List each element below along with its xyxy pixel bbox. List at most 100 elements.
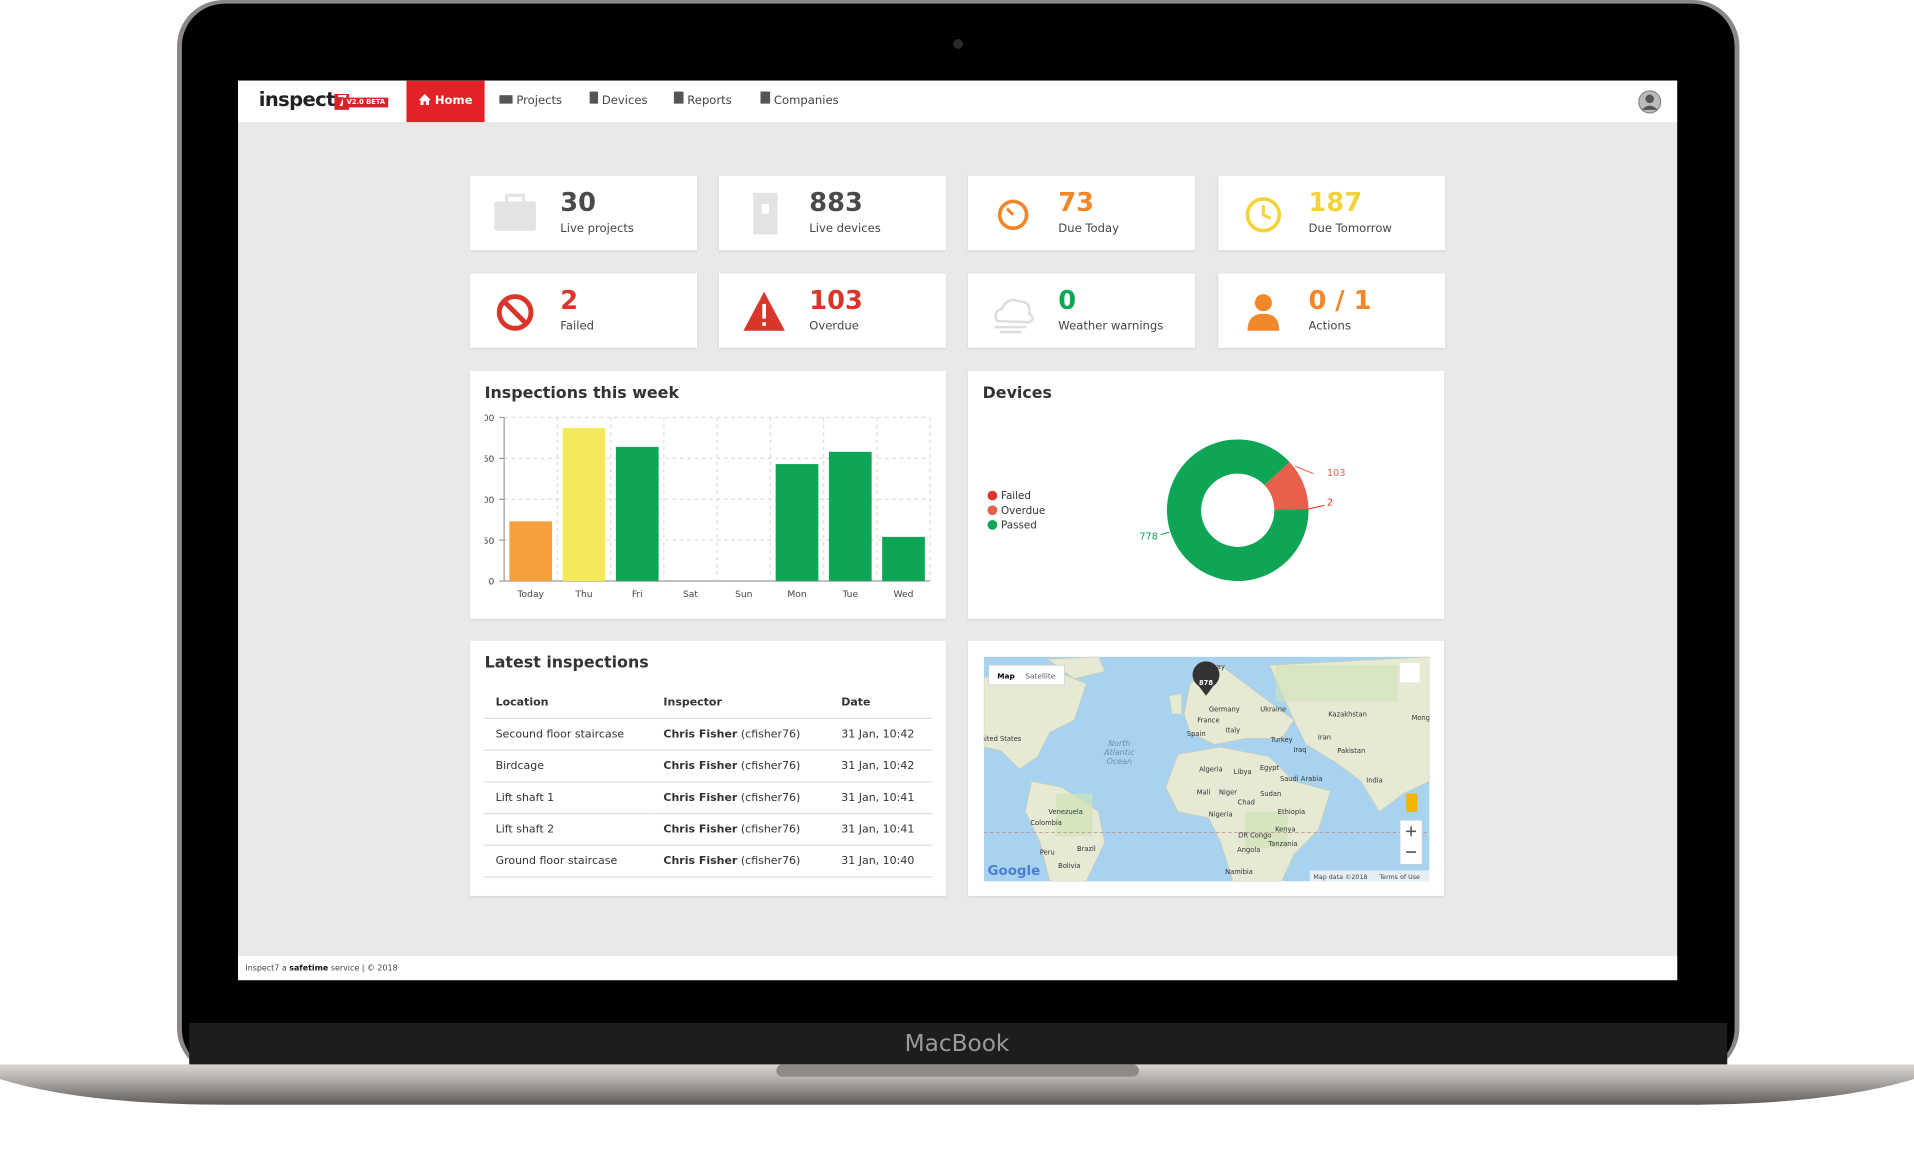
nav-devices[interactable]: Devices (589, 81, 648, 123)
stat-value: 103 (809, 285, 863, 315)
stat-card[interactable]: 2 Failed (469, 273, 697, 348)
navbar: inspect7 V2.0 BETA Home Projects Devices… (238, 80, 1678, 123)
inspector-cell: Chris Fisher (cfisher76) (652, 781, 831, 815)
bar[interactable] (562, 428, 606, 582)
ocean-label: Atlantic (1103, 748, 1135, 757)
chin (189, 1022, 1728, 1067)
pie-slice[interactable] (1166, 439, 1309, 582)
map-label: Spain (1187, 730, 1206, 738)
table-row[interactable]: Secound floor staircase Chris Fisher (cfi… (484, 718, 932, 751)
inspector-name: Chris Fisher (663, 823, 738, 836)
bar[interactable] (775, 464, 819, 582)
footer-brand: Inspect7 a (245, 963, 287, 973)
leader-line (1294, 465, 1314, 475)
map-label: Mali (1197, 789, 1211, 797)
date-cell: 31 Jan, 10:41 (830, 813, 932, 846)
avatar[interactable] (1638, 90, 1662, 114)
nav-companies[interactable]: Companies (760, 81, 839, 123)
legend-swatch (987, 520, 998, 530)
bar[interactable] (509, 521, 553, 582)
map-label: United States (976, 735, 1022, 743)
inspector-cell: Chris Fisher (cfisher76) (652, 750, 831, 783)
greenery (1055, 793, 1093, 837)
fullscreen-button[interactable] (1400, 662, 1420, 683)
clock-icon (1245, 197, 1282, 233)
map: NorwayGermanyUkraineKazakhstanFranceItal… (976, 656, 1430, 882)
stat-card[interactable]: 103 Overdue (718, 273, 947, 348)
inspector-name: Chris Fisher (663, 759, 738, 773)
device-icon (589, 91, 599, 104)
camera (953, 39, 964, 49)
logo-text: inspect (258, 87, 336, 112)
table-header: Location Inspector Date (484, 687, 932, 719)
location-cell: Ground floor staircase (484, 845, 653, 878)
map-label: Nigeria (1209, 811, 1233, 819)
date-cell: 31 Jan, 10:42 (830, 750, 932, 783)
version-badge: V2.0 BETA (343, 97, 389, 108)
table-panel: Latest inspections Location Inspector Date… (469, 640, 947, 896)
greenery (1245, 811, 1288, 849)
stat-label: Failed (560, 319, 594, 334)
map-attribution: Map data ©2018 (1313, 873, 1367, 881)
map-label: Mong (1412, 714, 1430, 722)
nav-home[interactable]: Home (406, 80, 485, 123)
pie-slice[interactable] (1274, 508, 1309, 511)
map-label: Algeria (1199, 765, 1223, 773)
map-label: Ukraine (1260, 706, 1286, 714)
date-cell: 31 Jan, 10:42 (830, 718, 932, 751)
x-tick-label: Thu (574, 590, 592, 600)
nav-reports[interactable]: Reports (673, 81, 732, 123)
cloud-icon (994, 298, 1034, 334)
stat-card[interactable]: 0 Weather warnings (967, 273, 1196, 348)
stat-label: Due Today (1058, 222, 1119, 236)
briefcase-icon (499, 95, 513, 104)
map-type-button[interactable]: Satellite (1025, 672, 1055, 681)
y-tick-labels: 0 50 100 150 200 (485, 414, 495, 588)
inspector-name: Chris Fisher (663, 855, 738, 868)
map-label: Namibia (1225, 868, 1253, 876)
legend-label: Failed (1001, 490, 1031, 502)
map-label: Pakistan (1337, 747, 1365, 755)
map-type-button[interactable]: Map (997, 672, 1014, 681)
bar[interactable] (882, 536, 925, 582)
briefcase-icon (494, 193, 536, 231)
stat-card[interactable]: 30 Live projects (469, 175, 697, 251)
pie-slice[interactable] (1264, 461, 1309, 510)
x-tick-label: Wed (894, 590, 914, 600)
map-label: Niger (1219, 789, 1237, 797)
stat-card[interactable]: 883 Live devices (718, 175, 947, 251)
stat-card[interactable]: 73 Due Today (967, 175, 1196, 251)
map-label: Angola (1237, 846, 1260, 854)
x-tick-label: Sun (735, 590, 753, 600)
date-cell: 31 Jan, 10:40 (830, 845, 932, 878)
table-row[interactable]: Lift shaft 1 Chris Fisher (cfisher76) 31 J… (484, 781, 932, 815)
laptop-label: MacBook (905, 1030, 1010, 1057)
zoom-control[interactable] (1399, 819, 1423, 865)
device-icon (753, 192, 778, 235)
table-row[interactable]: Lift shaft 2 Chris Fisher (cfisher76) 31 J… (484, 813, 932, 846)
cluster-marker[interactable] (1192, 661, 1220, 696)
map-type-control[interactable] (988, 664, 1065, 686)
stat-card[interactable]: 187 Due Tomorrow (1218, 175, 1446, 251)
land (1046, 656, 1106, 680)
bar[interactable] (828, 451, 872, 582)
pegman[interactable] (1406, 793, 1418, 812)
data-label: 778 (1139, 532, 1158, 543)
attribution-bg (1309, 870, 1430, 882)
table-row[interactable]: Birdcage Chris Fisher (cfisher76) 31 Jan, … (484, 750, 932, 783)
bar[interactable] (615, 446, 659, 582)
nav-projects[interactable]: Projects (499, 81, 562, 123)
map-label: Tanzania (1267, 840, 1297, 848)
panel-title: Latest inspections (484, 654, 649, 673)
footer: Inspect7 a safetime service | © 2018 (238, 955, 1678, 981)
stat-card[interactable]: 0 / 1 Actions (1218, 273, 1446, 348)
legend-label: Passed (1001, 520, 1037, 532)
inspections-table: Location Inspector Date Secound floor stair… (484, 687, 932, 878)
cluster-count: 878 (1199, 679, 1213, 687)
data-label: 2 (1327, 497, 1333, 508)
inspector-cell: Chris Fisher (cfisher76) (652, 845, 831, 878)
map-terms[interactable]: Terms of Use (1378, 874, 1420, 881)
map-label: Iraq (1293, 746, 1306, 754)
table-row[interactable]: Ground floor staircase Chris Fisher (cfis… (484, 845, 932, 878)
